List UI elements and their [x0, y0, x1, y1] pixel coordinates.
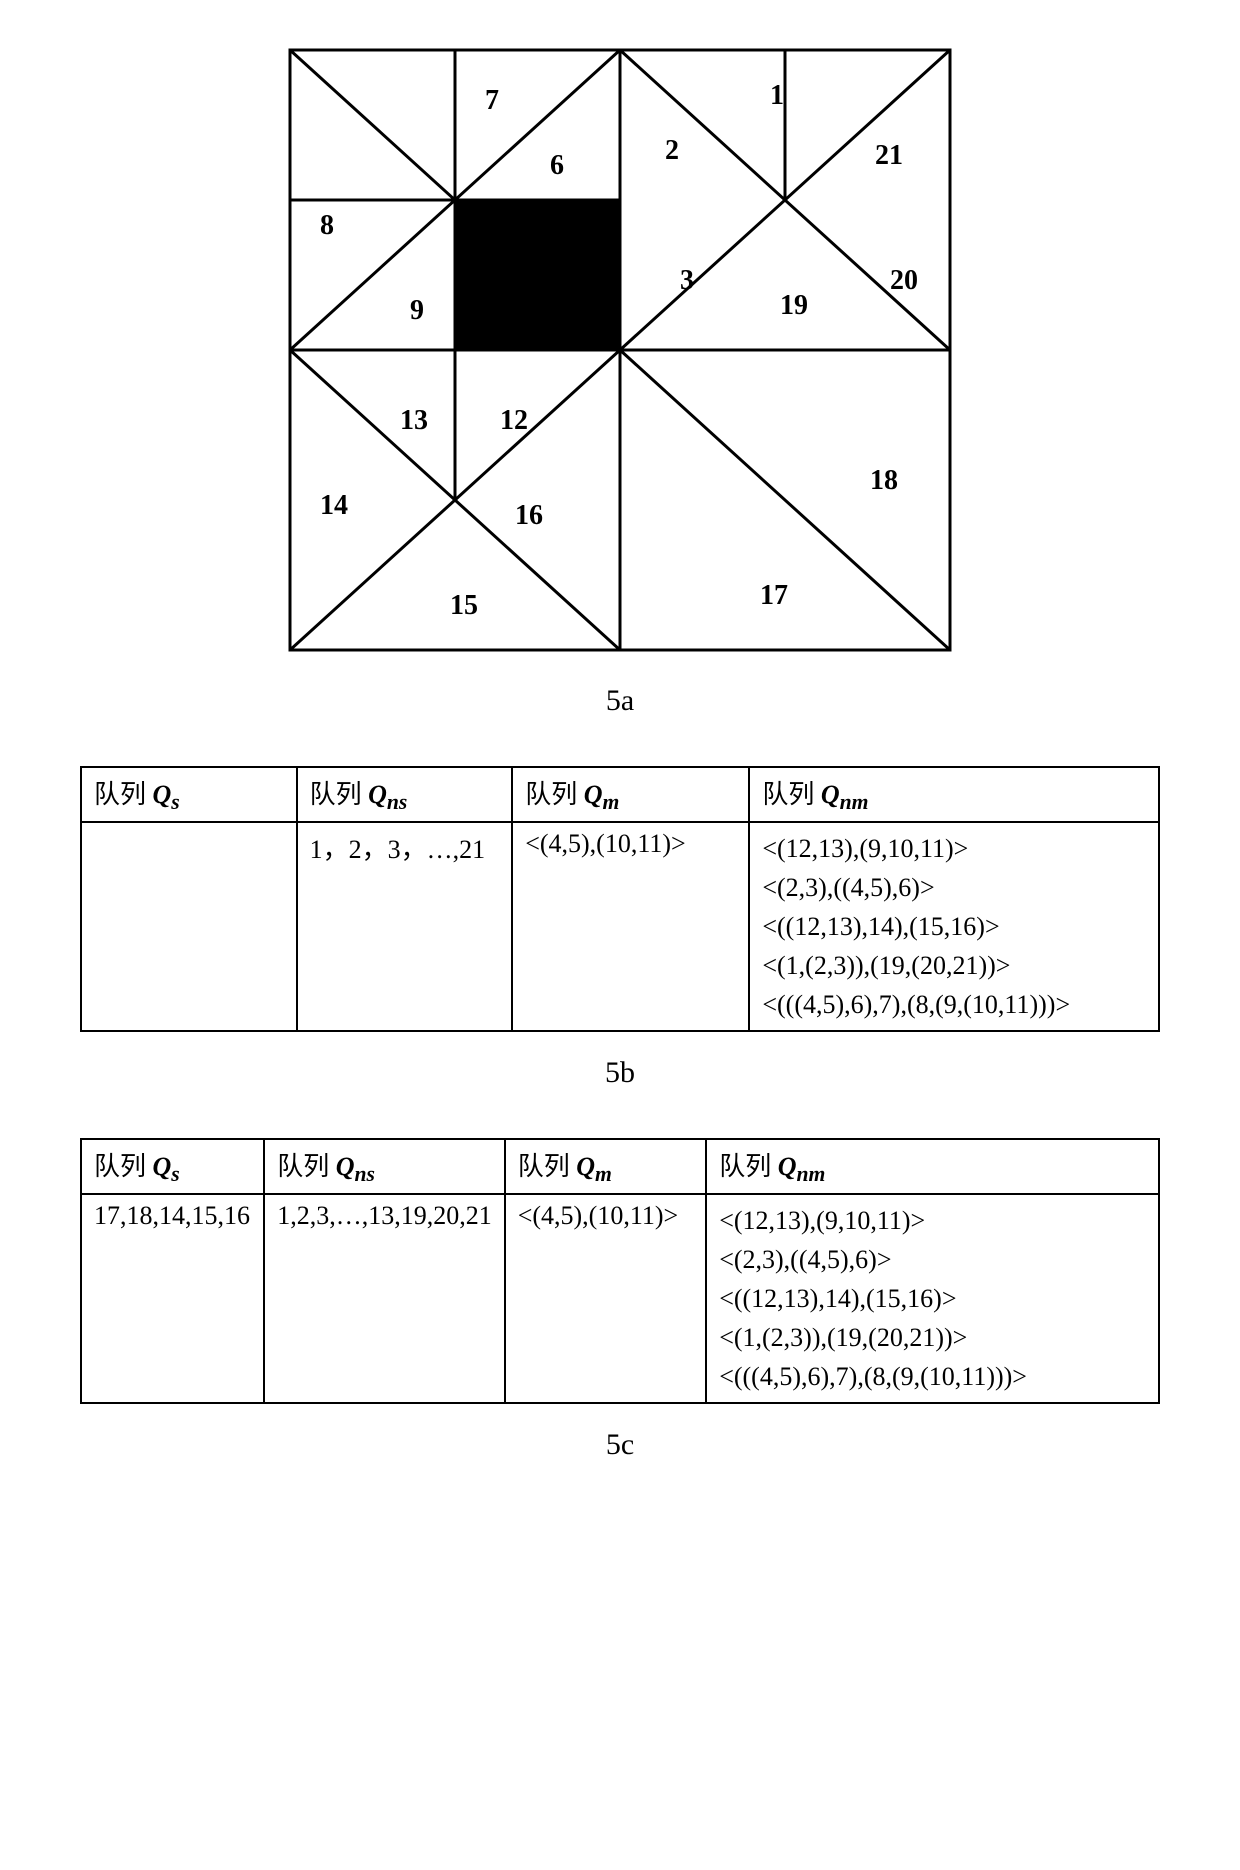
cell-qnm: <(12,13),(9,10,11)><(2,3),((4,5),6)><((1…: [749, 822, 1159, 1031]
header-qnm: 队列 Qnm: [749, 767, 1159, 822]
header-qnm: 队列 Qnm: [706, 1139, 1159, 1194]
cell-qm: <(4,5),(10,11)>: [505, 1194, 707, 1403]
qnm-line: <(2,3),((4,5),6)>: [762, 868, 1146, 907]
qnm-line: <(2,3),((4,5),6)>: [719, 1240, 1146, 1279]
qnm-line: <(1,(2,3)),(19,(20,21))>: [762, 946, 1146, 985]
header-qm: 队列 Qm: [505, 1139, 707, 1194]
header-qs: 队列 Qs: [81, 767, 297, 822]
qnm-line: <((12,13),14),(15,16)>: [719, 1279, 1146, 1318]
header-qm: 队列 Qm: [512, 767, 749, 822]
table-row: 17,18,14,15,16 1,2,3,…,13,19,20,21 <(4,5…: [81, 1194, 1159, 1403]
figure-5a-diagram: 122176893192013121416151817: [280, 40, 960, 660]
cell-qns: 1，2，3，…,21: [297, 822, 513, 1031]
qnm-line: <(((4,5),6),7),(8,(9,(10,11)))>: [762, 985, 1146, 1024]
table-5b: 队列 Qs 队列 Qns 队列 Qm 队列 Qnm 1，2，3，…,21 <(4…: [80, 766, 1160, 1032]
qnm-line: <(1,(2,3)),(19,(20,21))>: [719, 1318, 1146, 1357]
table-row: 1，2，3，…,21 <(4,5),(10,11)> <(12,13),(9,1…: [81, 822, 1159, 1031]
header-qs: 队列 Qs: [81, 1139, 264, 1194]
cell-qs: [81, 822, 297, 1031]
cell-qm: <(4,5),(10,11)>: [512, 822, 749, 1031]
header-qns: 队列 Qns: [264, 1139, 505, 1194]
cell-qnm: <(12,13),(9,10,11)><(2,3),((4,5),6)><((1…: [706, 1194, 1159, 1403]
table-header-row: 队列 Qs 队列 Qns 队列 Qm 队列 Qnm: [81, 767, 1159, 822]
header-qns: 队列 Qns: [297, 767, 513, 822]
qnm-line: <(12,13),(9,10,11)>: [719, 1201, 1146, 1240]
caption-5b: 5b: [60, 1056, 1180, 1090]
caption-5c: 5c: [60, 1428, 1180, 1462]
qnm-line: <((12,13),14),(15,16)>: [762, 907, 1146, 946]
qnm-line: <(12,13),(9,10,11)>: [762, 829, 1146, 868]
cell-qs: 17,18,14,15,16: [81, 1194, 264, 1403]
cell-qns: 1,2,3,…,13,19,20,21: [264, 1194, 505, 1403]
diagram-svg: [280, 40, 960, 660]
table-5c: 队列 Qs 队列 Qns 队列 Qm 队列 Qnm 17,18,14,15,16…: [80, 1138, 1160, 1404]
qnm-line: <(((4,5),6),7),(8,(9,(10,11)))>: [719, 1357, 1146, 1396]
table-header-row: 队列 Qs 队列 Qns 队列 Qm 队列 Qnm: [81, 1139, 1159, 1194]
caption-5a: 5a: [60, 684, 1180, 718]
